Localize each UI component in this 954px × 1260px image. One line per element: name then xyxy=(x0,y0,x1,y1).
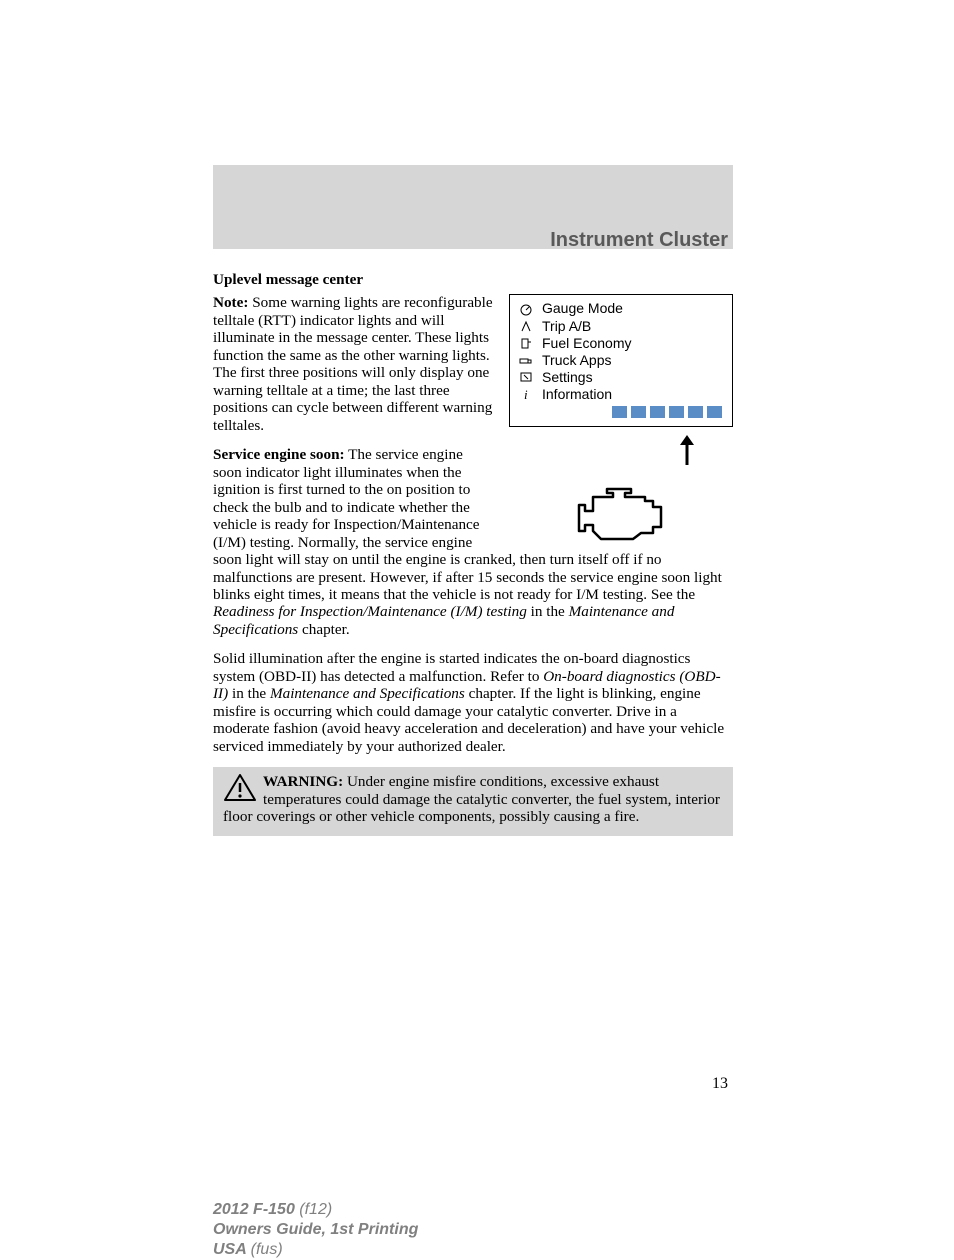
ses-body-3: chapter. xyxy=(298,621,349,638)
section-title: Instrument Cluster xyxy=(550,229,728,252)
footer-code-2: (fus) xyxy=(251,1241,283,1258)
warning-box: WARNING: Under engine misfire conditions… xyxy=(213,767,733,835)
svg-text:i: i xyxy=(524,387,528,401)
ses-body-2: in the xyxy=(527,603,569,620)
menu-row: Fuel Economy xyxy=(518,335,724,351)
engine-icon xyxy=(571,483,671,545)
menu-label: Fuel Economy xyxy=(542,335,631,351)
information-icon: i xyxy=(518,387,534,401)
menu-label: Information xyxy=(542,386,612,402)
telltale-square xyxy=(612,406,627,418)
trip-icon xyxy=(518,319,534,333)
telltale-squares xyxy=(518,406,724,418)
gauge-mode-icon xyxy=(518,302,534,316)
menu-label: Truck Apps xyxy=(542,352,612,368)
telltale-square xyxy=(631,406,646,418)
warning-label: WARNING: xyxy=(263,773,343,790)
menu-row: Gauge Mode xyxy=(518,300,724,316)
subheading-uplevel: Uplevel message center xyxy=(213,271,733,288)
ses-ref-1: Readiness for Inspection/Maintenance (I/… xyxy=(213,603,527,620)
menu-label: Trip A/B xyxy=(542,318,591,334)
obd-2: in the xyxy=(228,685,270,702)
menu-row: Trip A/B xyxy=(518,318,724,334)
telltale-square xyxy=(688,406,703,418)
warning-triangle-icon xyxy=(223,773,257,807)
note-label: Note: xyxy=(213,294,248,311)
footer-line-1: 2012 F-150 (f12) xyxy=(213,1200,418,1220)
fuel-economy-icon xyxy=(518,336,534,350)
settings-icon xyxy=(518,370,534,384)
footer-region: USA xyxy=(213,1241,251,1258)
footer-model: 2012 F-150 xyxy=(213,1201,299,1218)
telltale-square xyxy=(650,406,665,418)
menu-label: Settings xyxy=(542,369,593,385)
footer-line-2: Owners Guide, 1st Printing xyxy=(213,1220,418,1240)
page-number: 13 xyxy=(712,1075,728,1093)
footer: 2012 F-150 (f12) Owners Guide, 1st Print… xyxy=(213,1200,418,1260)
menu-row: Settings xyxy=(518,369,724,385)
footer-code-1: (f12) xyxy=(299,1201,332,1218)
telltale-square xyxy=(707,406,722,418)
menu-row: i Information xyxy=(518,386,724,402)
page-content: Uplevel message center Gauge Mode Trip A… xyxy=(213,271,733,836)
telltale-square xyxy=(669,406,684,418)
message-center-menu: Gauge Mode Trip A/B Fuel Economy Truck A… xyxy=(509,294,733,427)
right-figures: Gauge Mode Trip A/B Fuel Economy Truck A… xyxy=(509,294,733,545)
obd-paragraph: Solid illumination after the engine is s… xyxy=(213,650,733,755)
menu-row: Truck Apps xyxy=(518,352,724,368)
menu-label: Gauge Mode xyxy=(542,300,623,316)
obd-ref-2: Maintenance and Specifications xyxy=(270,685,465,702)
note-body: Some warning lights are reconfigurable t… xyxy=(213,294,493,433)
ses-label: Service engine soon: xyxy=(213,446,345,463)
footer-line-3: USA (fus) xyxy=(213,1240,418,1260)
truck-apps-icon xyxy=(518,353,534,367)
arrow-up-icon xyxy=(509,435,733,465)
